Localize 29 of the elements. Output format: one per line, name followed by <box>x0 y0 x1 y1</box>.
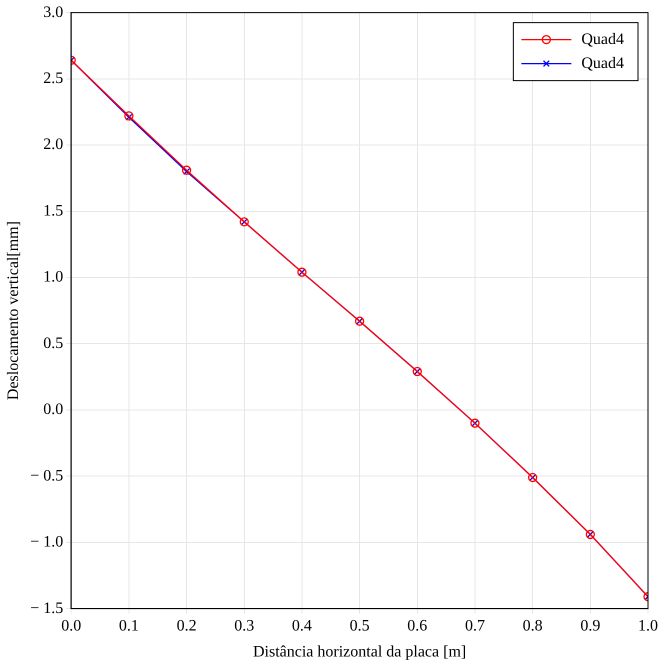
x-tick-label: 0.4 <box>292 617 312 634</box>
y-tick-label: − 1.0 <box>30 534 64 551</box>
legend-label: Quad4 <box>581 30 624 48</box>
x-tick-label: 1.0 <box>638 617 658 634</box>
y-tick-label: − 0.5 <box>30 467 64 484</box>
x-tick-label: 0.1 <box>118 617 139 634</box>
x-tick-label: 0.2 <box>176 617 197 634</box>
x-tick-label: 0.3 <box>234 617 254 634</box>
x-tick-label: 0.8 <box>522 617 543 634</box>
x-tick-label: 0.0 <box>61 617 82 634</box>
y-tick-label: 1.0 <box>43 268 64 286</box>
y-tick-label: 2.5 <box>43 70 64 88</box>
y-tick-label: − 1.5 <box>30 600 64 617</box>
y-tick-label: 2.0 <box>43 136 64 154</box>
y-tick-label: 0.0 <box>43 401 64 418</box>
y-tick-label: 1.5 <box>43 202 64 220</box>
y-axis-title: Deslocamento vertical[mm] <box>4 221 22 400</box>
point <box>183 168 190 176</box>
point <box>125 114 132 121</box>
x-tick-label: 0.9 <box>580 617 600 634</box>
y-tick-label: 3.0 <box>43 4 64 21</box>
legend-label: Quad4 <box>581 54 624 72</box>
x-tick-label: 0.6 <box>407 617 428 634</box>
point <box>124 111 134 121</box>
x-axis-title: Distância horizontal da placa [m] <box>252 644 466 661</box>
point <box>182 166 192 175</box>
x-tick-label: 0.5 <box>350 617 370 634</box>
x-tick-label: 0.7 <box>464 617 485 634</box>
y-tick-label: 0.5 <box>43 334 64 352</box>
